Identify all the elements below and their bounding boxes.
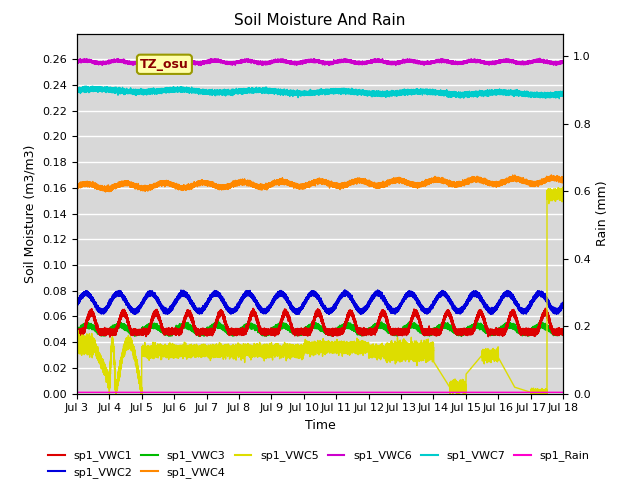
- X-axis label: Time: Time: [305, 419, 335, 432]
- Y-axis label: Rain (mm): Rain (mm): [596, 181, 609, 246]
- Text: TZ_osu: TZ_osu: [140, 58, 189, 71]
- Title: Soil Moisture And Rain: Soil Moisture And Rain: [234, 13, 406, 28]
- Y-axis label: Soil Moisture (m3/m3): Soil Moisture (m3/m3): [24, 144, 36, 283]
- Legend: sp1_VWC1, sp1_VWC2, sp1_VWC3, sp1_VWC4, sp1_VWC5, sp1_VWC6, sp1_VWC7, sp1_Rain: sp1_VWC1, sp1_VWC2, sp1_VWC3, sp1_VWC4, …: [44, 446, 594, 480]
